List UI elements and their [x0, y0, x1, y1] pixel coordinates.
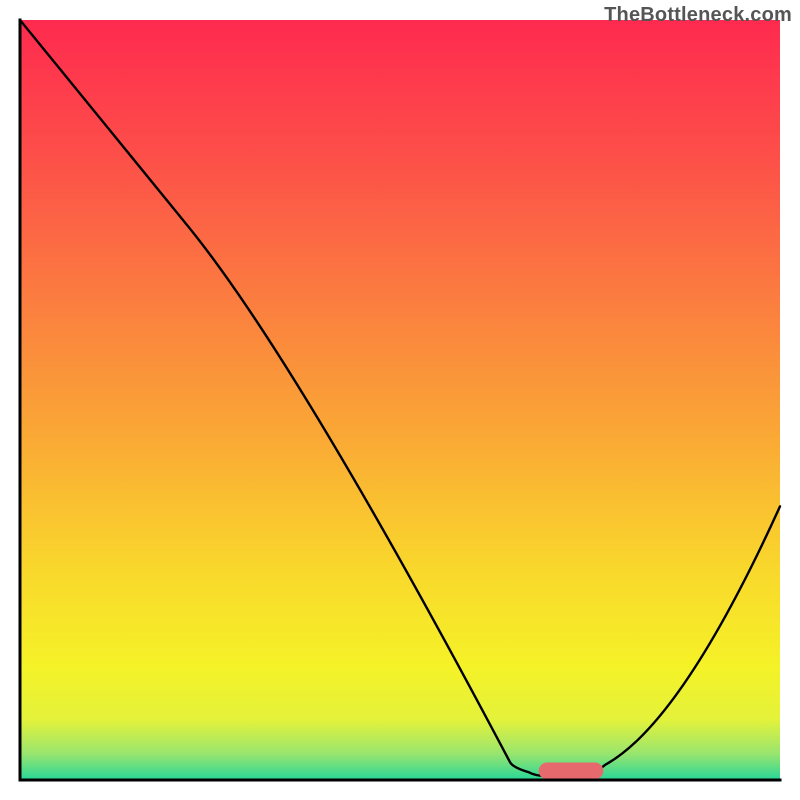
plot-background: [20, 20, 780, 780]
optimal-marker: [539, 763, 604, 780]
chart-container: TheBottleneck.com: [0, 0, 800, 800]
watermark-text: TheBottleneck.com: [604, 4, 792, 27]
bottleneck-chart: [0, 0, 800, 800]
